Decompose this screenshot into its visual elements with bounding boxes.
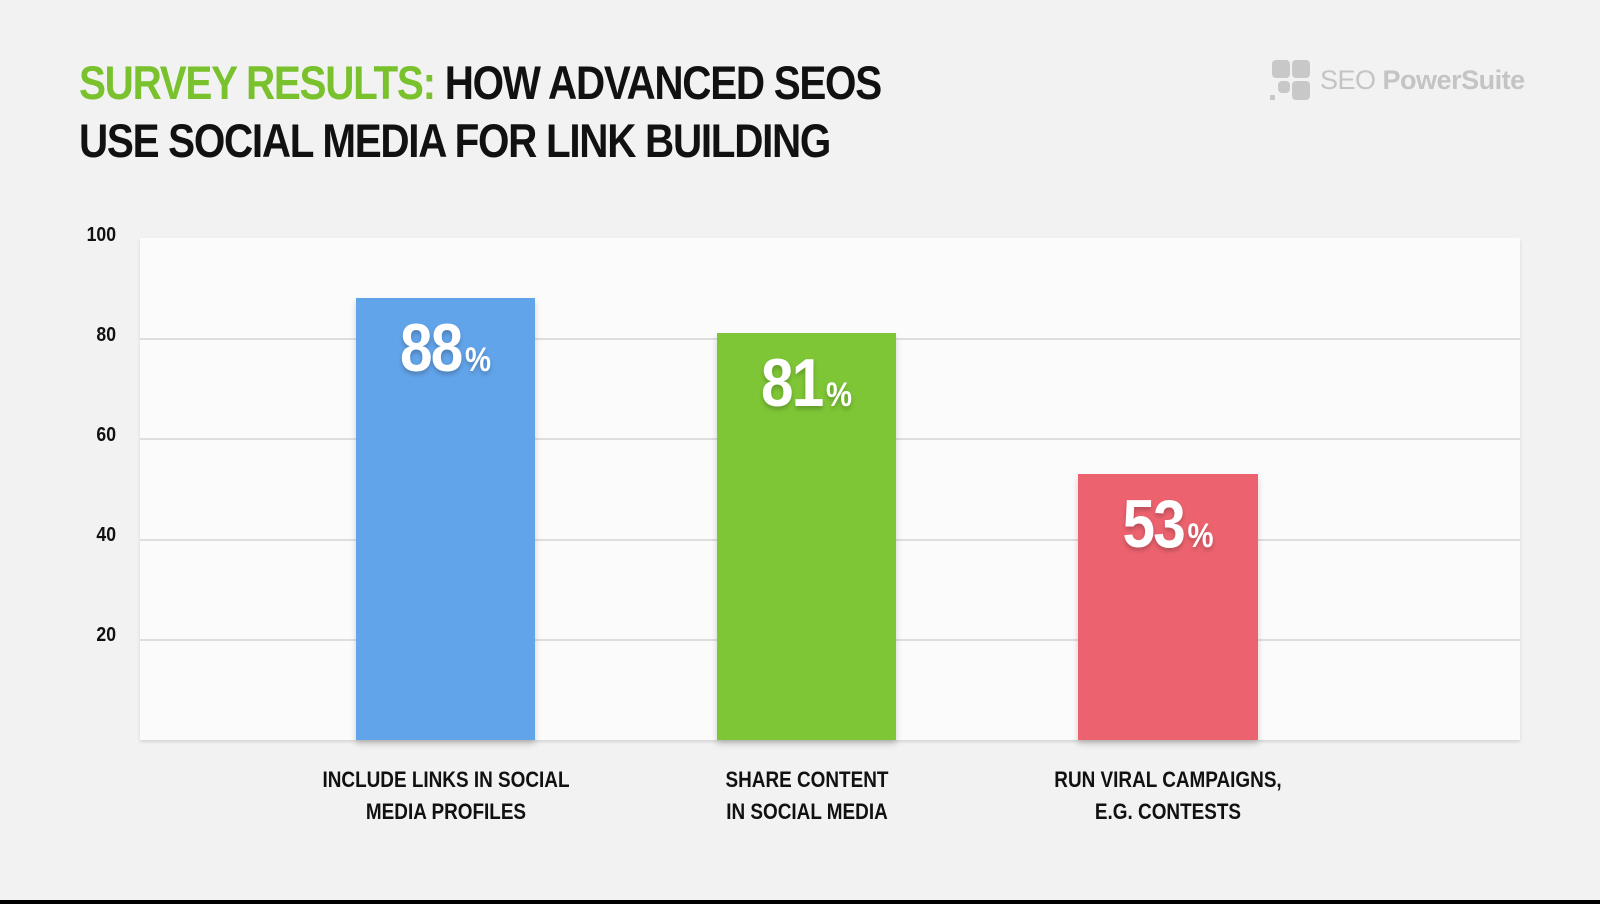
- y-tick-60: 60: [96, 424, 116, 446]
- chart-title: Survey Results: How Advanced SEOs Use So…: [79, 54, 882, 170]
- x-label-share-content: Share content in social media: [725, 767, 889, 824]
- bar-include-links: 88%: [356, 298, 535, 740]
- x-label-include-links: Include links in social media profiles: [322, 767, 570, 824]
- y-tick-100: 100: [86, 224, 116, 246]
- x-label-viral-campaigns: Run viral campaigns, e.g. contests: [1054, 767, 1282, 824]
- bar-value-label: 53%: [1122, 486, 1214, 562]
- powersuite-squares-icon: [1270, 60, 1310, 100]
- y-tick-40: 40: [96, 524, 116, 546]
- logo-text-bold: PowerSuite: [1382, 64, 1526, 95]
- logo-text-light: SEO: [1320, 64, 1376, 95]
- bar-viral-campaigns: 53%: [1078, 474, 1258, 740]
- title-line-2: Use Social Media for Link Building: [79, 114, 831, 167]
- bottom-border: [0, 900, 1600, 904]
- title-line-1: Survey Results: How Advanced SEOs: [79, 54, 882, 112]
- bar-share-content: 81%: [717, 333, 896, 740]
- title-line-1-rest: How Advanced SEOs: [444, 56, 882, 109]
- bar-value-label: 88%: [399, 310, 492, 386]
- title-accent: Survey Results:: [79, 56, 436, 109]
- logo-text: SEO PowerSuite: [1320, 65, 1525, 96]
- bar-value-label: 81%: [760, 345, 853, 421]
- brand-logo: SEO PowerSuite: [1270, 60, 1525, 100]
- y-tick-80: 80: [96, 324, 116, 346]
- y-tick-20: 20: [96, 624, 116, 646]
